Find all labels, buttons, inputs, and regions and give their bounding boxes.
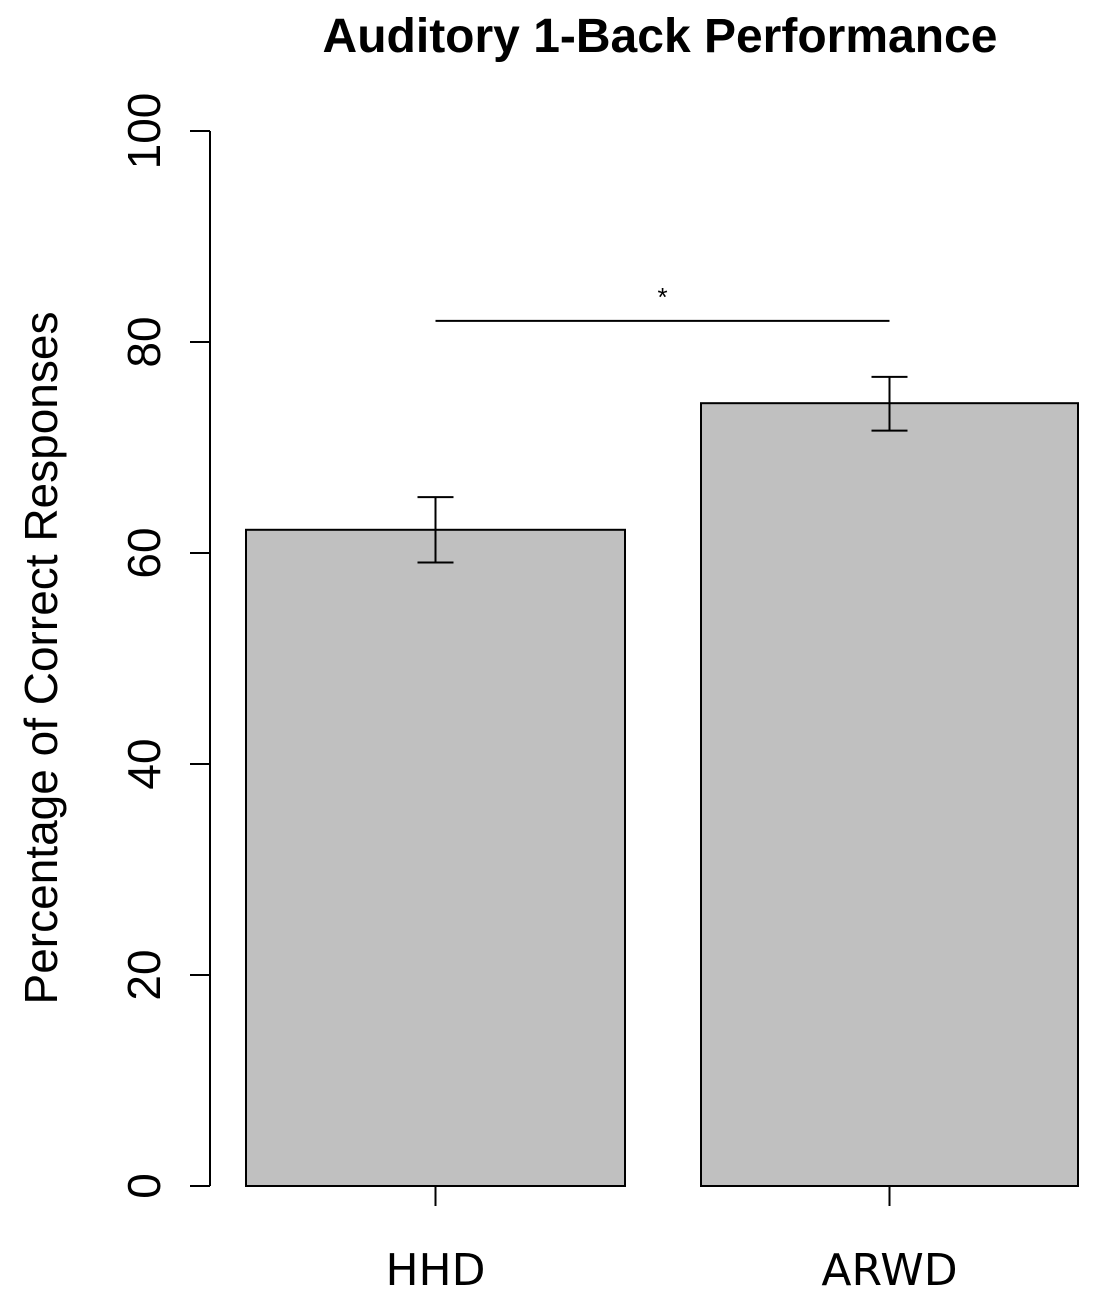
y-tick-label-40: 40 bbox=[118, 738, 170, 789]
x-tick-label-hhd: HHD bbox=[385, 1245, 485, 1296]
y-tick-label-60: 60 bbox=[118, 527, 170, 578]
y-tick-label-0: 0 bbox=[118, 1173, 170, 1199]
bar-arwd bbox=[700, 402, 1079, 1187]
chart-marks: 0 20 40 60 80 100 HHD ARWD * bbox=[118, 93, 1079, 1296]
x-tick-label-arwd: ARWD bbox=[821, 1245, 957, 1296]
y-axis-label: Percentage of Correct Responses bbox=[15, 312, 67, 1005]
y-tick-label-80: 80 bbox=[118, 316, 170, 367]
bar-hhd bbox=[245, 528, 626, 1187]
y-tick-label-20: 20 bbox=[118, 949, 170, 1000]
chart-title: Auditory 1-Back Performance bbox=[323, 10, 998, 63]
significance-label: * bbox=[657, 282, 667, 312]
y-tick-label-100: 100 bbox=[118, 93, 170, 170]
